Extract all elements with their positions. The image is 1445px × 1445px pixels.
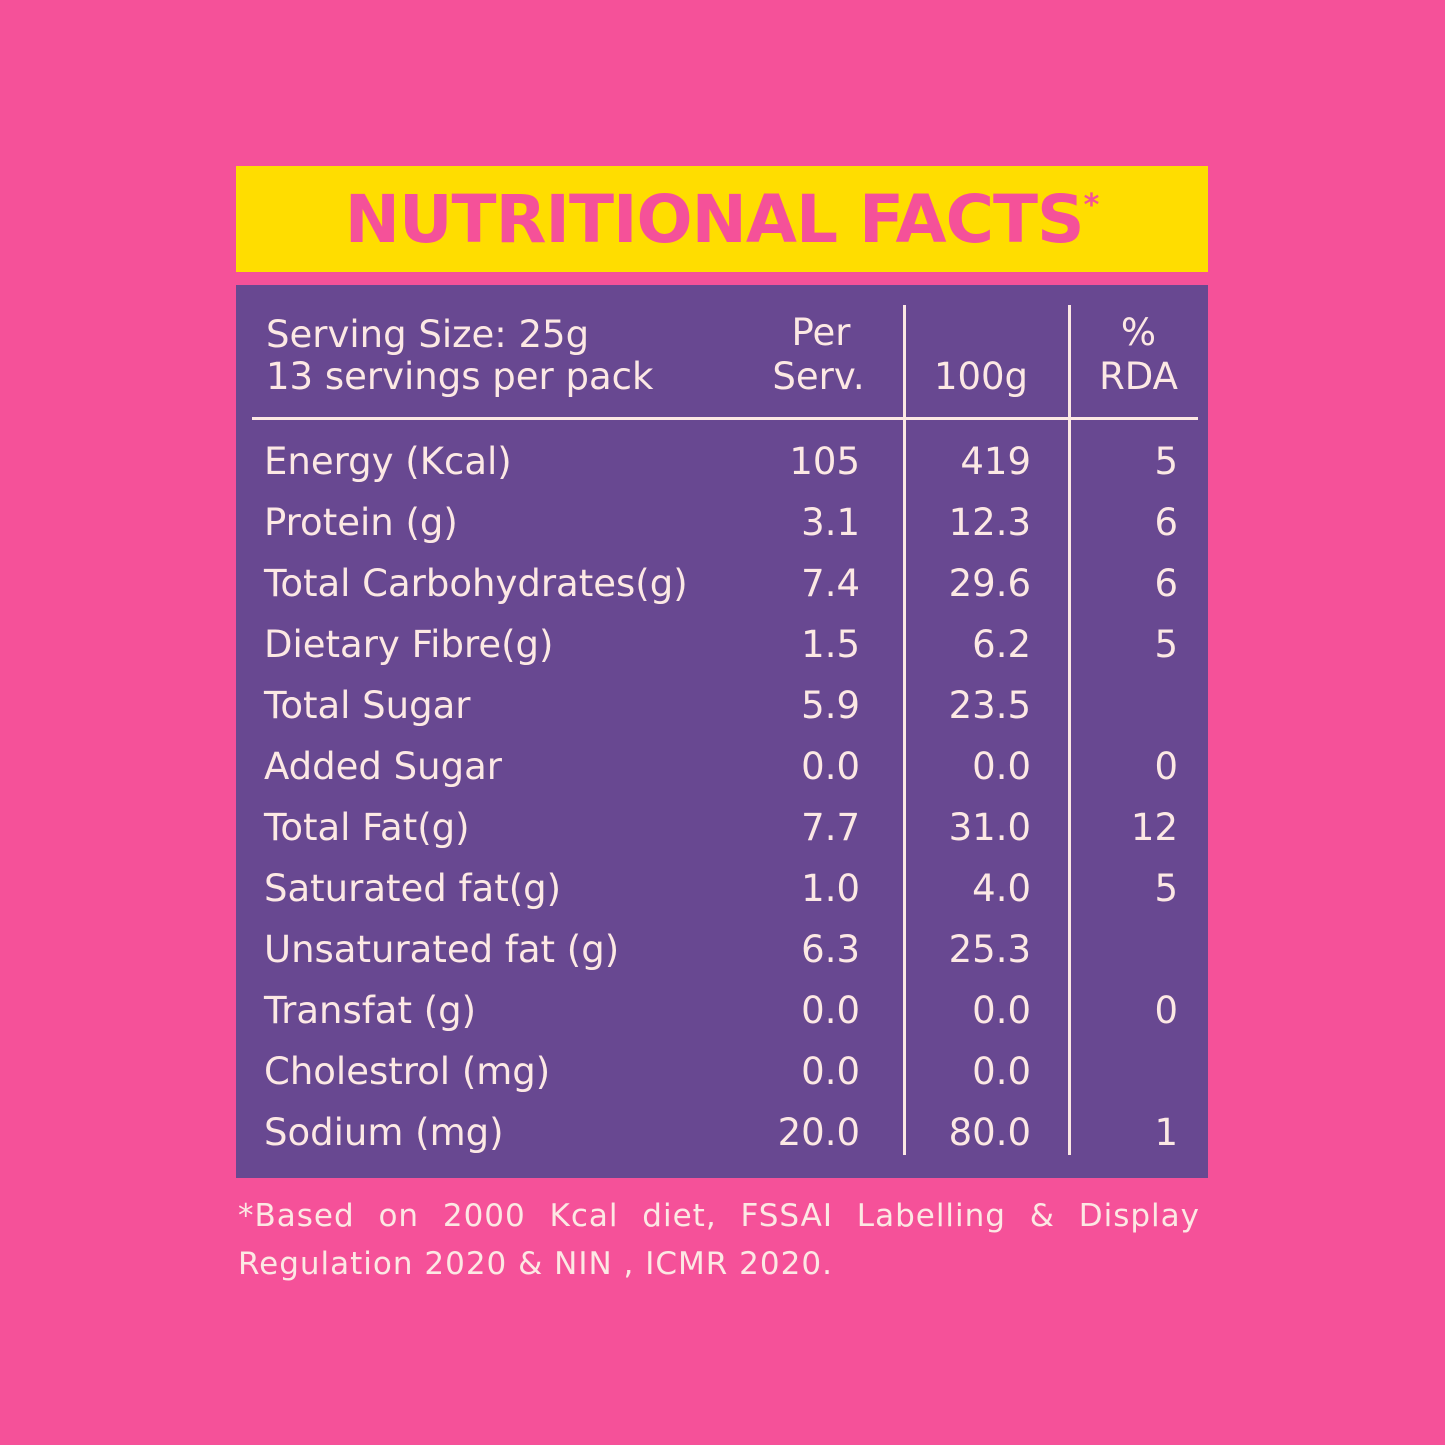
per-100g-value: 23.5: [948, 684, 1031, 727]
per-serving-value: 1.0: [801, 867, 860, 910]
per-serving-value: 105: [789, 440, 860, 483]
rda-value: 0: [1154, 745, 1178, 788]
col-header-100g: 100g: [933, 355, 1029, 398]
rda-value: 12: [1130, 806, 1178, 849]
per-serving-value: 0.0: [801, 1050, 860, 1093]
col-header-rda-line2: RDA: [1099, 355, 1178, 398]
column-divider: [903, 305, 906, 1155]
col-header-per-serv-line2: Serv.: [772, 355, 865, 398]
nutrient-name: Unsaturated fat (g): [264, 928, 620, 971]
rda-value: 6: [1154, 562, 1178, 605]
title-asterisk: *: [1083, 188, 1100, 223]
per-100g-value: 0.0: [972, 745, 1031, 788]
serving-size: Serving Size: 25g: [266, 313, 590, 356]
nutrient-name: Energy (Kcal): [264, 440, 512, 483]
page-title: NUTRITIONAL FACTS: [344, 180, 1085, 258]
per-100g-value: 0.0: [972, 989, 1031, 1032]
per-100g-value: 80.0: [948, 1111, 1031, 1154]
nutrient-name: Transfat (g): [264, 989, 477, 1032]
rda-value: 5: [1154, 440, 1178, 483]
col-header-rda-line1: %: [1120, 311, 1157, 354]
per-serving-value: 3.1: [801, 501, 860, 544]
per-serving-value: 7.4: [801, 562, 860, 605]
nutrient-name: Total Fat(g): [264, 806, 470, 849]
per-serving-value: 7.7: [801, 806, 860, 849]
nutrient-name: Dietary Fibre(g): [264, 623, 554, 666]
nutrient-name: Sodium (mg): [264, 1111, 504, 1154]
per-100g-value: 419: [960, 440, 1031, 483]
rda-value: 0: [1154, 989, 1178, 1032]
rda-value: 5: [1154, 623, 1178, 666]
column-divider: [1068, 305, 1071, 1155]
per-serving-value: 0.0: [801, 989, 860, 1032]
rda-value: 1: [1154, 1111, 1178, 1154]
nutrient-name: Saturated fat(g): [264, 867, 562, 910]
per-serving-value: 20.0: [777, 1111, 860, 1154]
rda-value: 5: [1154, 867, 1178, 910]
per-100g-value: 0.0: [972, 1050, 1031, 1093]
per-serving-value: 6.3: [801, 928, 860, 971]
per-100g-value: 6.2: [972, 623, 1031, 666]
per-serving-value: 1.5: [801, 623, 860, 666]
col-header-per-serv-line1: Per: [791, 311, 851, 354]
header-divider: [252, 417, 1198, 420]
nutrition-table: Serving Size: 25g 13 servings per pack P…: [236, 285, 1208, 1178]
per-100g-value: 25.3: [948, 928, 1031, 971]
nutrient-name: Total Carbohydrates(g): [264, 562, 688, 605]
nutrient-name: Protein (g): [264, 501, 458, 544]
per-serving-value: 5.9: [801, 684, 860, 727]
footnote: *Based on 2000 Kcal diet, FSSAI Labellin…: [238, 1192, 1200, 1288]
nutrient-name: Added Sugar: [264, 745, 502, 788]
per-100g-value: 31.0: [948, 806, 1031, 849]
footnote-line-2: Regulation 2020 & NIN , ICMR 2020.: [238, 1246, 833, 1282]
per-serving-value: 0.0: [801, 745, 860, 788]
rda-value: 6: [1154, 501, 1178, 544]
footnote-line-1: *Based on 2000 Kcal diet, FSSAI Labellin…: [238, 1198, 1200, 1234]
per-100g-value: 4.0: [972, 867, 1031, 910]
nutrient-name: Total Sugar: [264, 684, 471, 727]
servings-per-pack: 13 servings per pack: [266, 355, 654, 398]
title-banner: NUTRITIONAL FACTS *: [236, 166, 1208, 272]
per-100g-value: 29.6: [948, 562, 1031, 605]
nutrient-name: Cholestrol (mg): [264, 1050, 551, 1093]
per-100g-value: 12.3: [948, 501, 1031, 544]
